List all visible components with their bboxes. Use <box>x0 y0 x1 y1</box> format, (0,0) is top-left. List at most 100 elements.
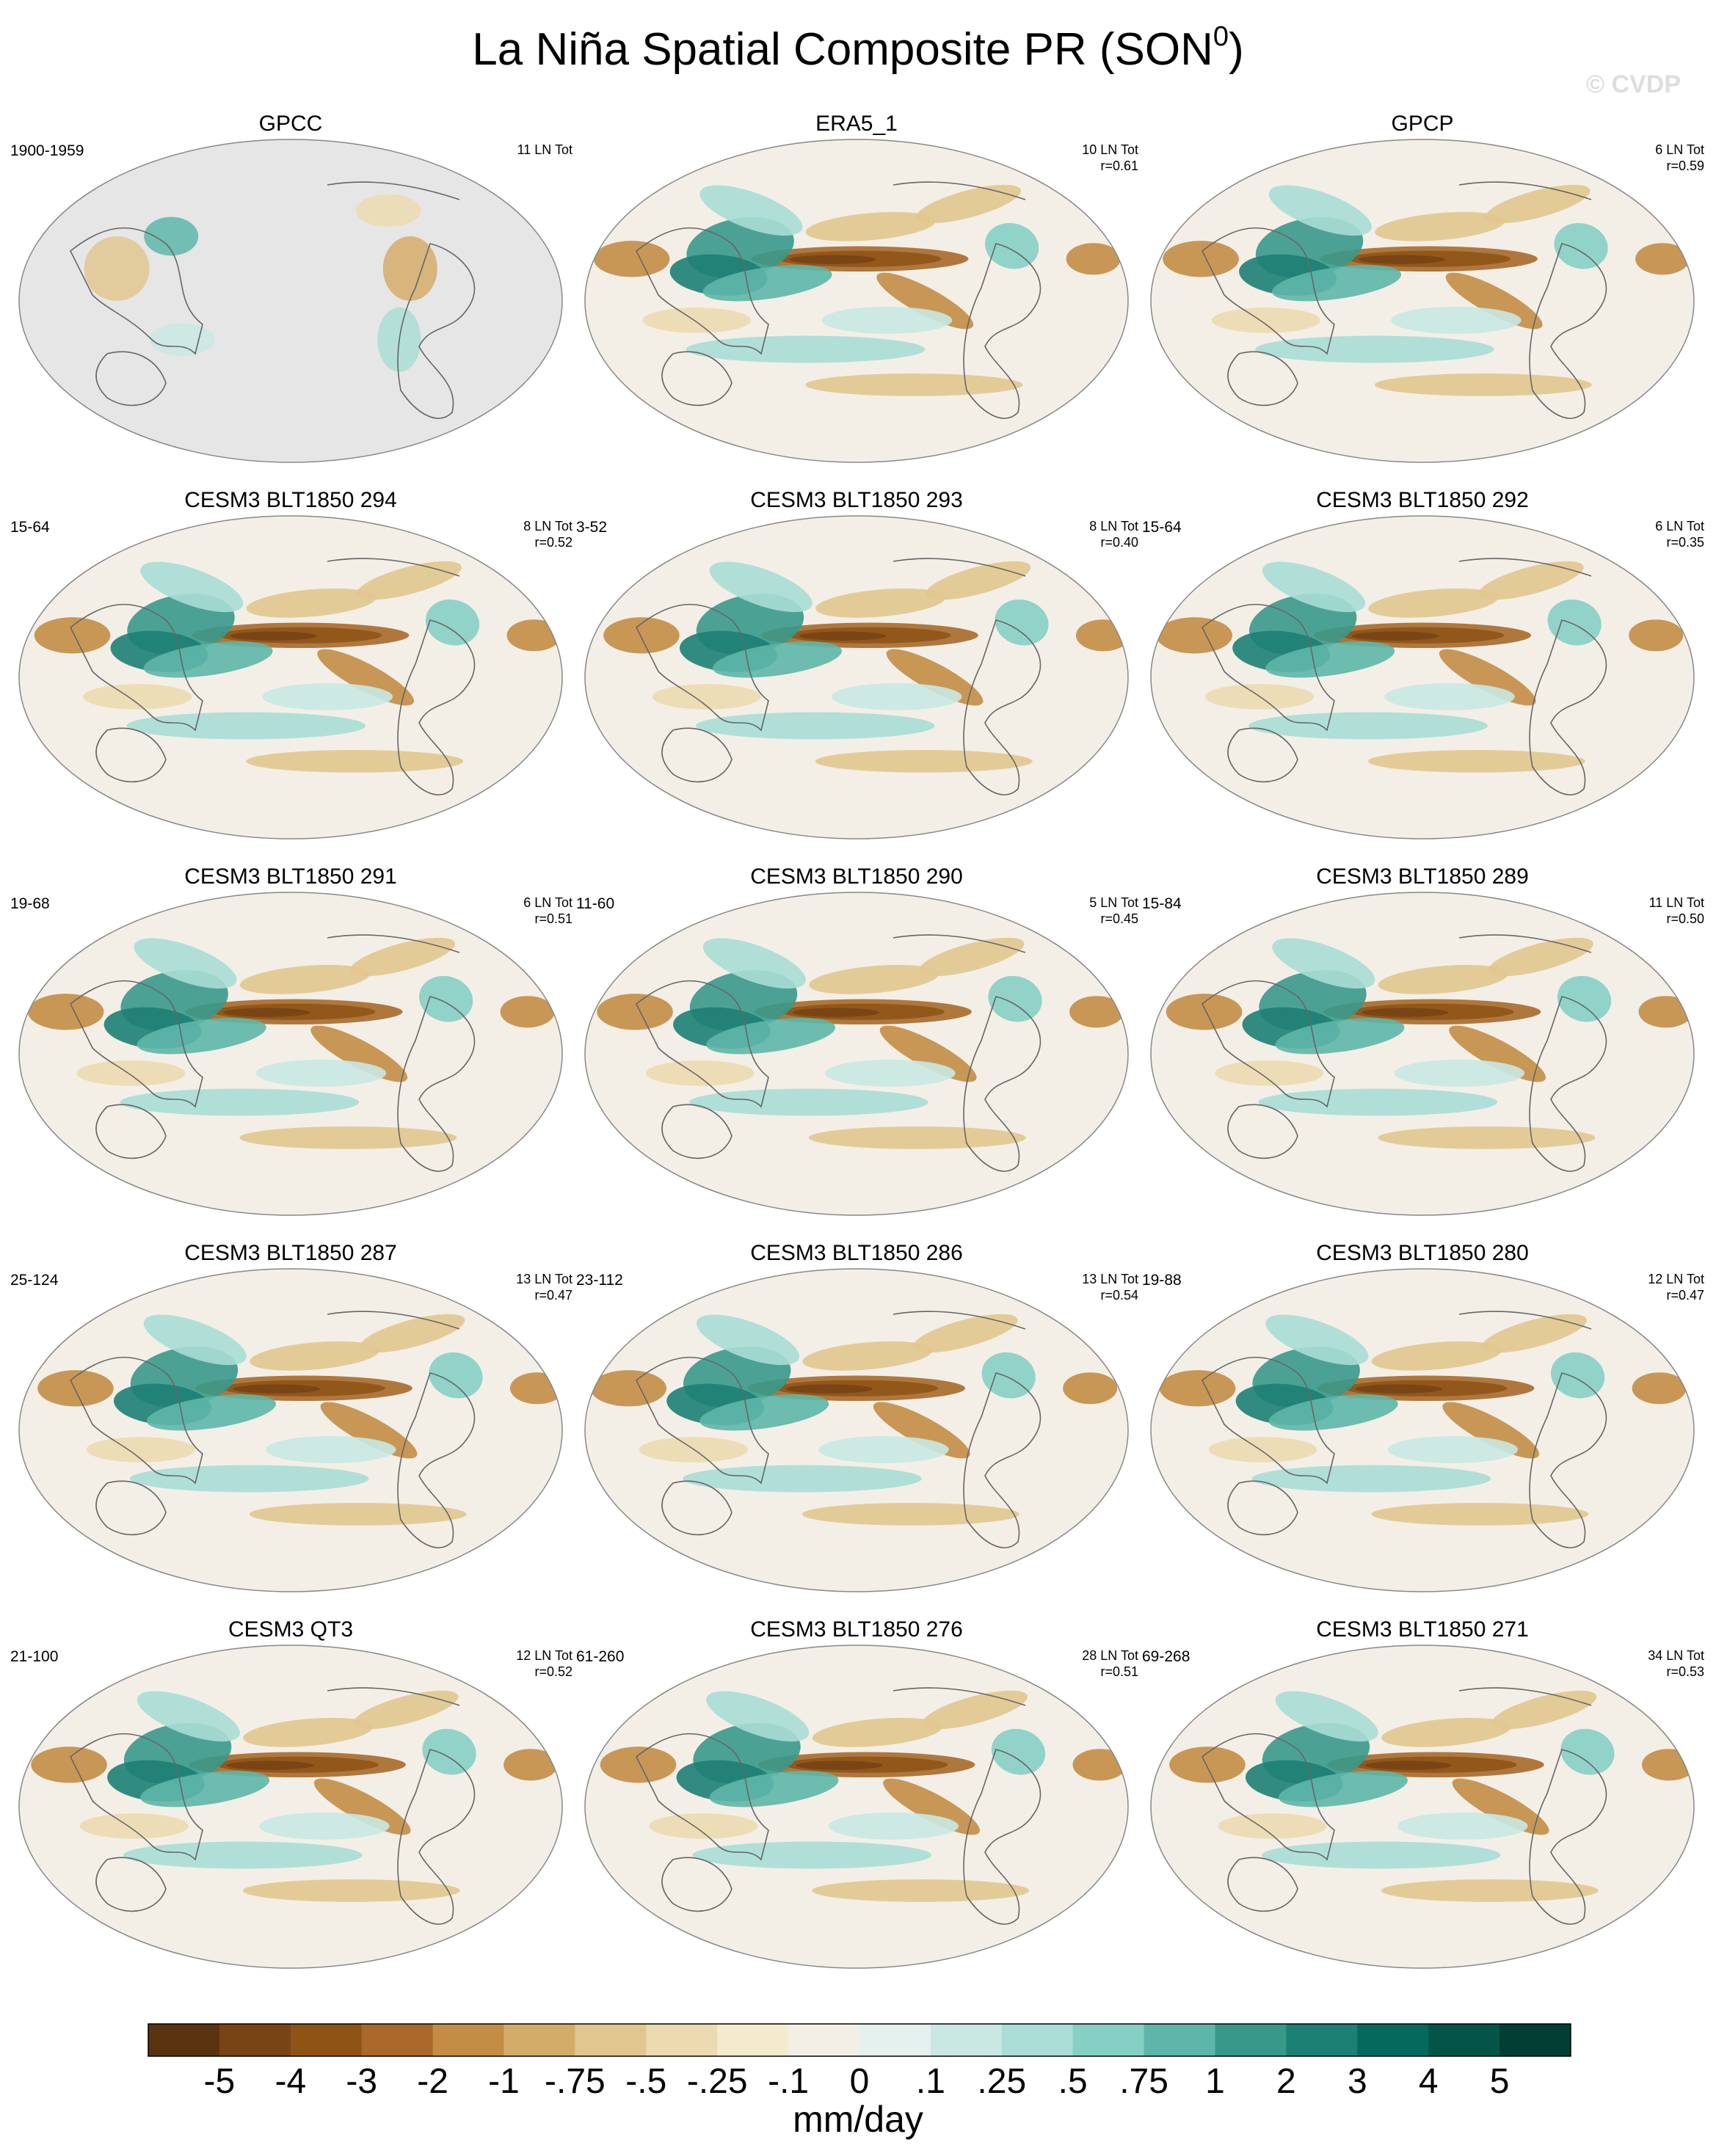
panel-title: CESM3 BLT1850 280 <box>1316 1241 1529 1265</box>
colorbar-swatch <box>1001 2024 1074 2056</box>
map-border <box>584 1645 1129 1969</box>
precip-anomaly <box>1374 374 1592 396</box>
precip-anomaly <box>1485 184 1590 224</box>
precip-anomaly <box>1218 1813 1327 1839</box>
precip-anomaly <box>1391 306 1522 334</box>
map-border <box>18 515 563 840</box>
precip-anomaly <box>1371 1503 1589 1526</box>
coastline <box>1529 1372 1607 1548</box>
precip-anomaly <box>683 1465 922 1493</box>
panel-correlation: r=0.51 <box>534 911 572 926</box>
coastline <box>1529 243 1607 419</box>
colorbar-frame <box>148 2023 1571 2057</box>
precip-anomaly <box>593 241 670 277</box>
coastline <box>1458 558 1592 577</box>
colorbar-swatch <box>1357 2024 1429 2056</box>
precip-anomaly <box>255 1059 387 1087</box>
colorbar-tick-label: .5 <box>1058 2062 1088 2101</box>
panel-title: CESM3 BLT1850 290 <box>750 864 963 889</box>
colorbar-tick-label: -1 <box>488 2062 520 2101</box>
precip-anomaly <box>706 1018 836 1055</box>
precip-anomaly <box>355 194 421 227</box>
coastline <box>1201 1733 1335 1861</box>
precip-anomaly <box>1261 1841 1501 1869</box>
map-background <box>585 892 1128 1215</box>
precip-anomaly <box>353 1690 459 1730</box>
precip-anomaly <box>1629 619 1684 652</box>
panel-correlation: r=0.51 <box>1100 1664 1138 1679</box>
coastline <box>1201 1356 1335 1485</box>
precip-anomaly <box>313 1778 411 1835</box>
panel-title: CESM3 QT3 <box>228 1617 353 1642</box>
coastline <box>95 727 167 783</box>
coastline <box>327 934 460 953</box>
coastline <box>1201 227 1335 355</box>
precip-anomaly <box>985 222 1039 269</box>
precip-anomaly <box>1371 1341 1502 1371</box>
precip-anomaly <box>143 1314 247 1366</box>
precip-anomaly <box>815 750 1033 773</box>
precip-anomaly <box>1547 599 1602 646</box>
colorbar-swatch <box>148 2024 220 2056</box>
precip-anomaly <box>1381 1717 1512 1747</box>
precip-anomaly <box>1554 222 1608 269</box>
precip-anomaly <box>828 1812 959 1840</box>
map-background <box>1151 516 1694 839</box>
colorbar-tick-label: 4 <box>1419 2062 1439 2101</box>
precip-anomaly <box>873 1402 970 1459</box>
coastline <box>1458 1311 1592 1330</box>
panel-events: 10 LN Tot <box>1082 142 1138 157</box>
panel-years: 15-64 <box>10 519 50 536</box>
panel-years: 3-52 <box>576 519 607 536</box>
precip-anomaly <box>1255 335 1494 363</box>
precip-anomaly <box>1265 641 1395 678</box>
map-border <box>1150 892 1695 1216</box>
map-panel: CESM3 BLT1850 294 15-64 8 LN Tot r=0.52 <box>10 488 572 840</box>
coastline <box>635 227 769 355</box>
map-background <box>1151 1645 1694 1968</box>
precip-anomaly <box>1268 185 1372 236</box>
panel-events: 6 LN Tot <box>1655 142 1704 157</box>
precip-anomaly <box>1215 1060 1324 1086</box>
coastline <box>635 603 769 732</box>
precip-anomaly <box>652 684 761 710</box>
coastline <box>661 351 732 407</box>
precip-anomaly <box>995 599 1049 646</box>
coastline <box>397 996 476 1172</box>
precip-anomaly <box>1638 996 1693 1028</box>
map-background <box>1151 892 1694 1215</box>
precip-anomaly <box>1557 975 1612 1022</box>
precip-anomaly <box>1397 1812 1528 1840</box>
colorbar-swatch <box>1072 2024 1145 2056</box>
colorbar-units: mm/day <box>793 2099 923 2140</box>
colorbar-tick-label: -.75 <box>545 2062 606 2101</box>
colorbar-tick-label: 1 <box>1205 2062 1225 2101</box>
precip-anomaly <box>876 272 974 329</box>
coastline <box>397 243 476 419</box>
precip-anomaly <box>230 631 317 641</box>
map-border <box>18 892 563 1216</box>
precip-anomaly <box>1442 1402 1540 1459</box>
coastline <box>327 1311 460 1330</box>
map-panel: CESM3 BLT1850 286 23-112 13 LN Tot r=0.54 <box>576 1241 1138 1592</box>
colorbar-swatch <box>1144 2024 1215 2056</box>
panel-years: 25-124 <box>10 1272 59 1289</box>
precip-anomaly <box>259 1812 390 1840</box>
precip-anomaly <box>642 307 752 333</box>
colorbar-swatch <box>788 2024 860 2056</box>
precip-anomaly <box>129 1465 369 1493</box>
coastline <box>1227 727 1298 783</box>
panel-title: CESM3 BLT1850 291 <box>184 864 397 889</box>
colorbar-tick-label: -.5 <box>625 2062 666 2101</box>
panel-years: 69-268 <box>1142 1648 1190 1665</box>
precip-anomaly <box>34 617 111 654</box>
precip-anomaly <box>134 938 237 989</box>
coastline <box>661 727 732 783</box>
precip-field <box>600 1690 1127 1902</box>
panel-title: GPCC <box>259 112 323 136</box>
colorbar-tick-label: 2 <box>1276 2062 1296 2101</box>
precip-anomaly <box>1069 996 1124 1028</box>
